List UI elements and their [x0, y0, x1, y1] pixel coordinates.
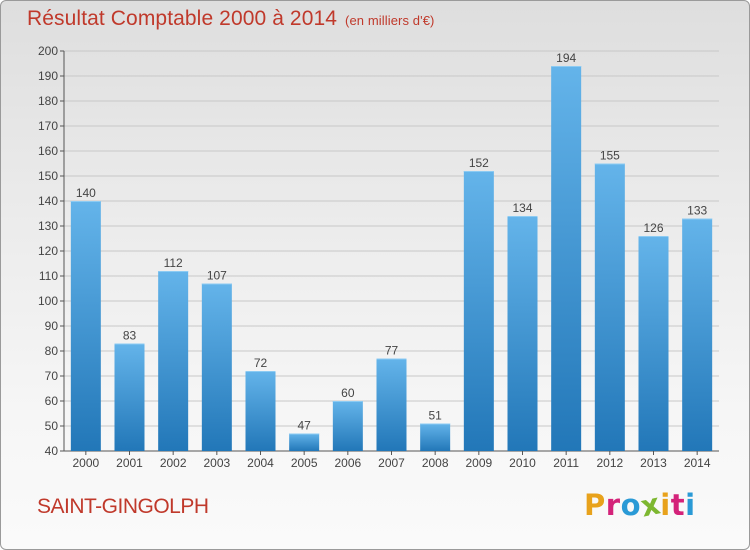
- commune-name: SAINT-GINGOLPH: [37, 495, 209, 518]
- y-tick-label: 50: [45, 419, 59, 433]
- value-label-2010: 134: [512, 201, 532, 215]
- bar-2009: [463, 171, 494, 451]
- value-label-2005: 47: [297, 419, 311, 433]
- value-label-2011: 194: [556, 51, 576, 65]
- bar-2010: [507, 216, 538, 451]
- x-tick-label-2009: 2009: [465, 456, 492, 470]
- brand-letter: r: [605, 488, 621, 522]
- bar-2007: [376, 358, 407, 451]
- y-tick-label: 130: [38, 219, 58, 233]
- y-tick-label: 160: [38, 144, 58, 158]
- brand-letter: o: [620, 488, 642, 522]
- value-label-2003: 107: [207, 269, 227, 283]
- x-tick-label-2006: 2006: [334, 456, 361, 470]
- value-labels: 140 83 112 107 72 47 60 77 51 152 134 194 155 126 133: [76, 51, 708, 433]
- proxiti-logo[interactable]: Proxiti: [584, 486, 696, 523]
- brand-letter: i: [685, 488, 696, 522]
- y-tick-label: 100: [38, 294, 58, 308]
- y-tick-label: 180: [38, 94, 58, 108]
- bar-2001: [114, 343, 145, 451]
- x-tick-label-2014: 2014: [684, 456, 711, 470]
- y-tick-label: 140: [38, 194, 58, 208]
- x-tick-label-2004: 2004: [247, 456, 274, 470]
- bar-2000: [70, 201, 101, 451]
- brand-letter: i: [660, 488, 671, 522]
- y-tick-label: 150: [38, 169, 58, 183]
- value-label-2007: 77: [385, 344, 399, 358]
- y-tick-label: 120: [38, 244, 58, 258]
- x-tick-label-2002: 2002: [160, 456, 187, 470]
- bar-2013: [638, 236, 669, 451]
- value-label-2004: 72: [254, 356, 268, 370]
- y-tick-label: 200: [38, 44, 58, 58]
- y-tick-label: 110: [39, 269, 58, 283]
- x-tick-label-2013: 2013: [640, 456, 667, 470]
- value-label-2009: 152: [469, 156, 489, 170]
- x-tick-label-2003: 2003: [203, 456, 230, 470]
- bar-2004: [245, 371, 276, 451]
- chart-subtitle: (en milliers d'€): [345, 13, 435, 28]
- x-tick-label-2007: 2007: [378, 456, 405, 470]
- value-label-2006: 60: [341, 386, 355, 400]
- bar-2012: [594, 163, 625, 451]
- chart-title: Résultat Comptable 2000 à 2014 (en millie…: [27, 7, 434, 31]
- bar-2003: [201, 283, 232, 451]
- bar-2014: [682, 218, 713, 451]
- brand-letter: P: [584, 488, 606, 522]
- bar-2006: [332, 401, 363, 451]
- x-tick-label-2001: 2001: [116, 456, 143, 470]
- value-label-2000: 140: [76, 186, 96, 200]
- value-label-2014: 133: [687, 204, 707, 218]
- x-tick-label-2000: 2000: [72, 456, 99, 470]
- y-tick-label: 80: [45, 344, 59, 358]
- y-tick-label: 190: [38, 69, 58, 83]
- x-tick-label-2005: 2005: [291, 456, 318, 470]
- value-label-2008: 51: [428, 409, 442, 423]
- x-tick-label-2008: 2008: [422, 456, 449, 470]
- brand-letter: t: [670, 488, 686, 522]
- value-label-2013: 126: [643, 221, 663, 235]
- value-label-2002: 112: [164, 256, 183, 270]
- y-tick-label: 60: [45, 394, 59, 408]
- value-label-2012: 155: [600, 149, 620, 163]
- value-label-2001: 83: [123, 329, 137, 343]
- y-tick-label: 170: [38, 119, 58, 133]
- bar-2005: [289, 433, 320, 451]
- x-tick-label-2010: 2010: [509, 456, 536, 470]
- bars: [70, 66, 713, 451]
- axes: 40 50 60 70 80 90 100 110 120 130 140 150 160 170 180 1…: [38, 44, 719, 470]
- bar-2002: [158, 271, 189, 451]
- bar-2008: [420, 423, 451, 451]
- y-tick-label: 40: [45, 444, 59, 458]
- title-text: Résultat Comptable 2000 à 2014: [27, 7, 338, 30]
- y-tick-label: 90: [45, 319, 59, 333]
- bar-2011: [551, 66, 582, 451]
- x-tick-label-2011: 2011: [553, 456, 579, 470]
- y-tick-label: 70: [45, 369, 59, 383]
- x-tick-label-2012: 2012: [596, 456, 623, 470]
